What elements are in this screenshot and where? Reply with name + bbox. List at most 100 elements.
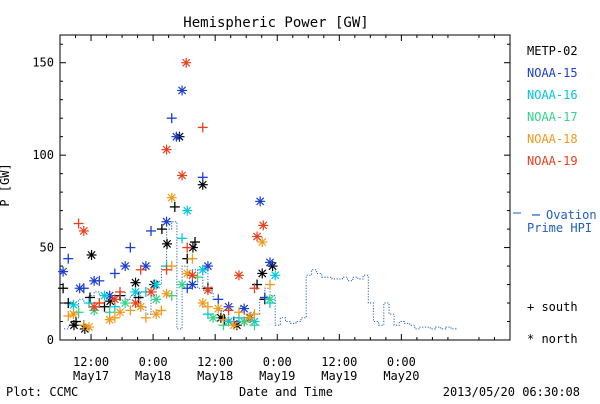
data-point-north [177,170,188,181]
star-d2 [258,238,267,247]
data-point-north [83,322,94,333]
star-d2 [188,271,197,280]
y-tick-label: 50 [40,241,54,255]
legend-item: NOAA-16 [527,88,578,102]
star-d2 [84,323,93,332]
data-point-north [58,266,69,277]
data-point-north [187,270,198,281]
x-tick-label-date: May18 [135,369,171,383]
star-d2 [183,269,192,278]
star-d2 [152,295,161,304]
star-d2 [259,221,268,230]
star-d2 [256,197,265,206]
data-point-south [249,309,260,320]
data-point-north [223,316,234,327]
data-point-north [120,261,131,272]
star-d2 [182,58,191,67]
data-point-north [255,196,266,207]
star-d2 [105,315,114,324]
data-point-north [213,303,224,314]
data-point-south [146,225,157,236]
data-point-north [187,279,198,290]
data-point-south [233,307,244,318]
star-d2 [214,304,223,313]
data-point-north [161,288,172,299]
x-tick-label-time: 12:00 [197,355,233,369]
data-point-south [85,292,95,303]
data-point-south [202,301,213,312]
data-point-north [233,270,244,281]
star-d2 [203,286,212,295]
data-point-south [169,201,180,212]
data-point-north [265,294,275,305]
data-point-north [171,131,182,142]
data-point-south [223,305,234,316]
star-d2 [79,226,88,235]
data-point-north [187,242,198,253]
star-d2 [87,250,96,259]
data-point-north [202,285,213,296]
data-point-south [182,242,193,253]
legend-ovation-label-1: Ovation [546,208,597,222]
data-point-north [120,298,131,309]
legend-item: NOAA-19 [527,154,578,168]
data-point-north [265,257,275,268]
star-d2 [131,299,140,308]
x-tick-label-time: 0:00 [387,355,416,369]
data-point-north [270,270,281,281]
star-d2 [178,171,187,180]
star-d2 [240,304,249,313]
data-point-north [182,205,193,216]
star-d2 [59,267,68,276]
star-d2 [152,280,161,289]
data-point-south [182,283,193,294]
data-point-north [104,314,115,325]
data-point-north [177,85,188,96]
star-d2 [198,180,207,189]
data-point-south [94,298,105,309]
data-point-north [197,264,208,275]
data-point-south [58,283,69,294]
data-point-south [156,224,167,235]
x-tick-label-date: May19 [259,369,295,383]
data-point-south [156,305,167,316]
star-d2 [75,284,84,293]
data-point-south [218,314,229,325]
legend-north-marker: * north [527,332,578,346]
data-point-south [99,301,110,312]
data-point-north [130,286,141,297]
data-point-north [140,261,151,272]
legend-item: METP-02 [527,44,578,58]
star-d2 [178,280,187,289]
data-point-north [78,225,89,236]
data-point-north [109,294,120,305]
x-tick-label-date: May18 [197,369,233,383]
y-tick-label: 150 [32,56,54,70]
data-point-south [265,279,275,290]
star-d2 [271,271,280,280]
data-point-north [161,144,172,155]
data-point-north [252,231,263,242]
data-point-north [115,307,125,318]
star-d2 [265,258,275,267]
data-point-north [228,320,239,331]
y-axis-label: P [GW] [0,163,12,206]
data-point-north [86,249,97,260]
data-point-south [109,268,120,279]
x-tick-label-date: May17 [73,369,109,383]
legend: METP-02 NOAA-15 NOAA-16 NOAA-17 NOAA-18 NOAA-… [513,44,597,346]
data-point-north [239,303,250,314]
star-d2 [131,278,140,287]
data-point-north [68,299,79,310]
x-tick-label-time: 0:00 [263,355,292,369]
legend-ovation-label-2: Prime HPI [527,221,592,235]
data-point-north [177,279,188,290]
data-point-north [208,312,219,323]
data-point-south [177,233,188,244]
legend-item: NOAA-17 [527,110,578,124]
data-point-south [125,242,136,253]
data-point-north [89,301,100,312]
